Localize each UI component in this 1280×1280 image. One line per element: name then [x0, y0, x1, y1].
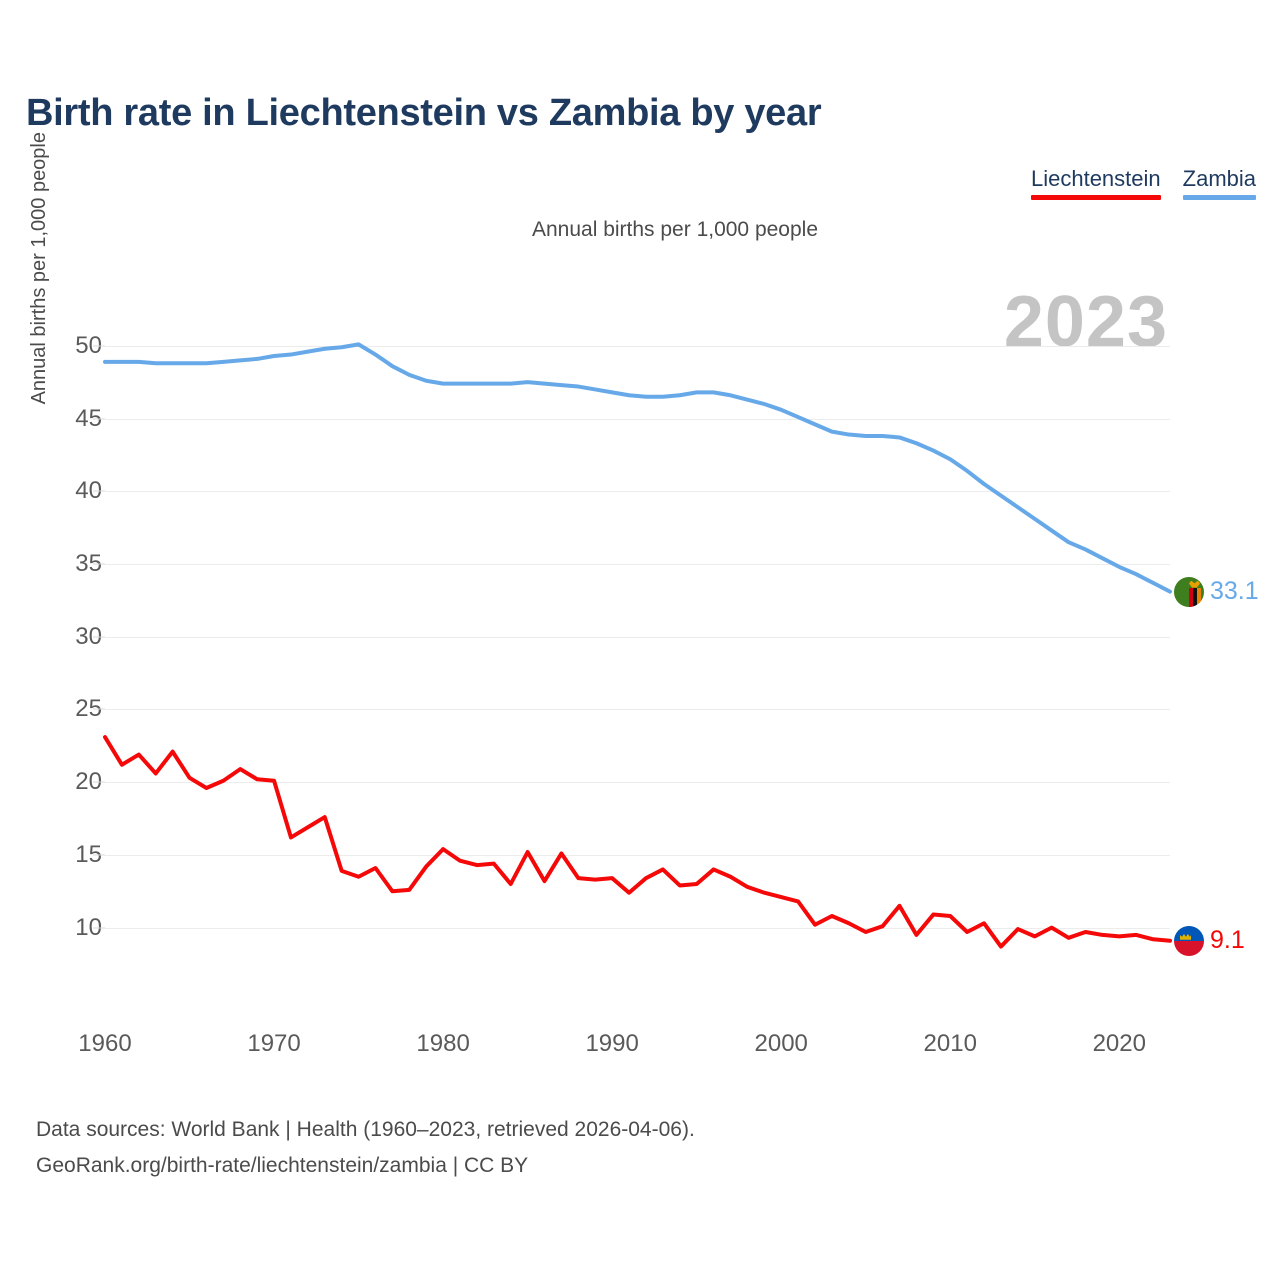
y-axis-tick-mark: [93, 927, 105, 929]
gridline: [105, 927, 1170, 929]
chart-series-layer: [103, 342, 1172, 949]
y-axis-tick-mark: [93, 636, 105, 638]
chart-subtitle: Annual births per 1,000 people: [531, 218, 819, 241]
series-line-liechtenstein: [103, 735, 1172, 949]
gridline: [105, 345, 1170, 347]
gridline: [105, 782, 1170, 784]
legend-color-swatch-liechtenstein: [1030, 195, 1161, 200]
endpoint-value-liechtenstein: 9.1: [1210, 926, 1245, 955]
gridline: [105, 854, 1170, 856]
y-axis-tick-mark: [93, 418, 105, 420]
endpoint-liechtenstein[interactable]: 9.1: [1174, 925, 1245, 956]
zambia-flag-icon: [1174, 576, 1204, 607]
y-axis-tick-mark: [93, 563, 105, 565]
gridline: [105, 491, 1170, 493]
x-axis-tick-label: 2020: [1092, 1030, 1146, 1057]
y-axis-tick-mark: [93, 490, 105, 492]
legend-item-liechtenstein[interactable]: Liechtenstein: [1030, 166, 1161, 200]
legend-label-zambia: Zambia: [1182, 166, 1256, 191]
footer-line-2: GeoRank.org/birth-rate/liechtenstein/zam…: [36, 1154, 529, 1177]
y-axis-tick-mark: [93, 781, 105, 783]
legend-label-liechtenstein: Liechtenstein: [1030, 166, 1161, 191]
gridline: [105, 636, 1170, 638]
gridline: [105, 709, 1170, 711]
page-title: Birth rate in Liechtenstein vs Zambia by…: [26, 92, 822, 134]
legend-item-zambia[interactable]: Zambia: [1182, 166, 1256, 200]
x-axis-tick-label: 1980: [416, 1030, 470, 1057]
y-axis-label: Annual births per 1,000 people: [28, 132, 50, 405]
endpoint-value-zambia: 33.1: [1210, 577, 1259, 606]
y-axis-tick-mark: [93, 345, 105, 347]
y-axis-tick-mark: [93, 854, 105, 856]
liechtenstein-flag-icon: [1174, 925, 1204, 956]
endpoint-zambia[interactable]: 33.1: [1174, 576, 1259, 607]
footer-credits: Data sources: World Bank | Health (1960–…: [36, 1112, 695, 1184]
legend-color-swatch-zambia: [1182, 195, 1256, 200]
x-axis-tick-label: 2000: [754, 1030, 808, 1057]
x-axis-tick-label: 1960: [78, 1030, 132, 1057]
y-axis-tick-mark: [93, 708, 105, 710]
gridline: [105, 564, 1170, 565]
series-line-zambia: [103, 342, 1172, 594]
x-axis-tick-label: 2010: [923, 1030, 977, 1057]
x-axis-tick-label: 1990: [585, 1030, 639, 1057]
chart-legend: Liechtenstein Zambia: [1030, 166, 1256, 200]
x-axis-tick-label: 1970: [247, 1030, 301, 1057]
gridline: [105, 418, 1170, 420]
footer-line-1: Data sources: World Bank | Health (1960–…: [36, 1118, 695, 1141]
